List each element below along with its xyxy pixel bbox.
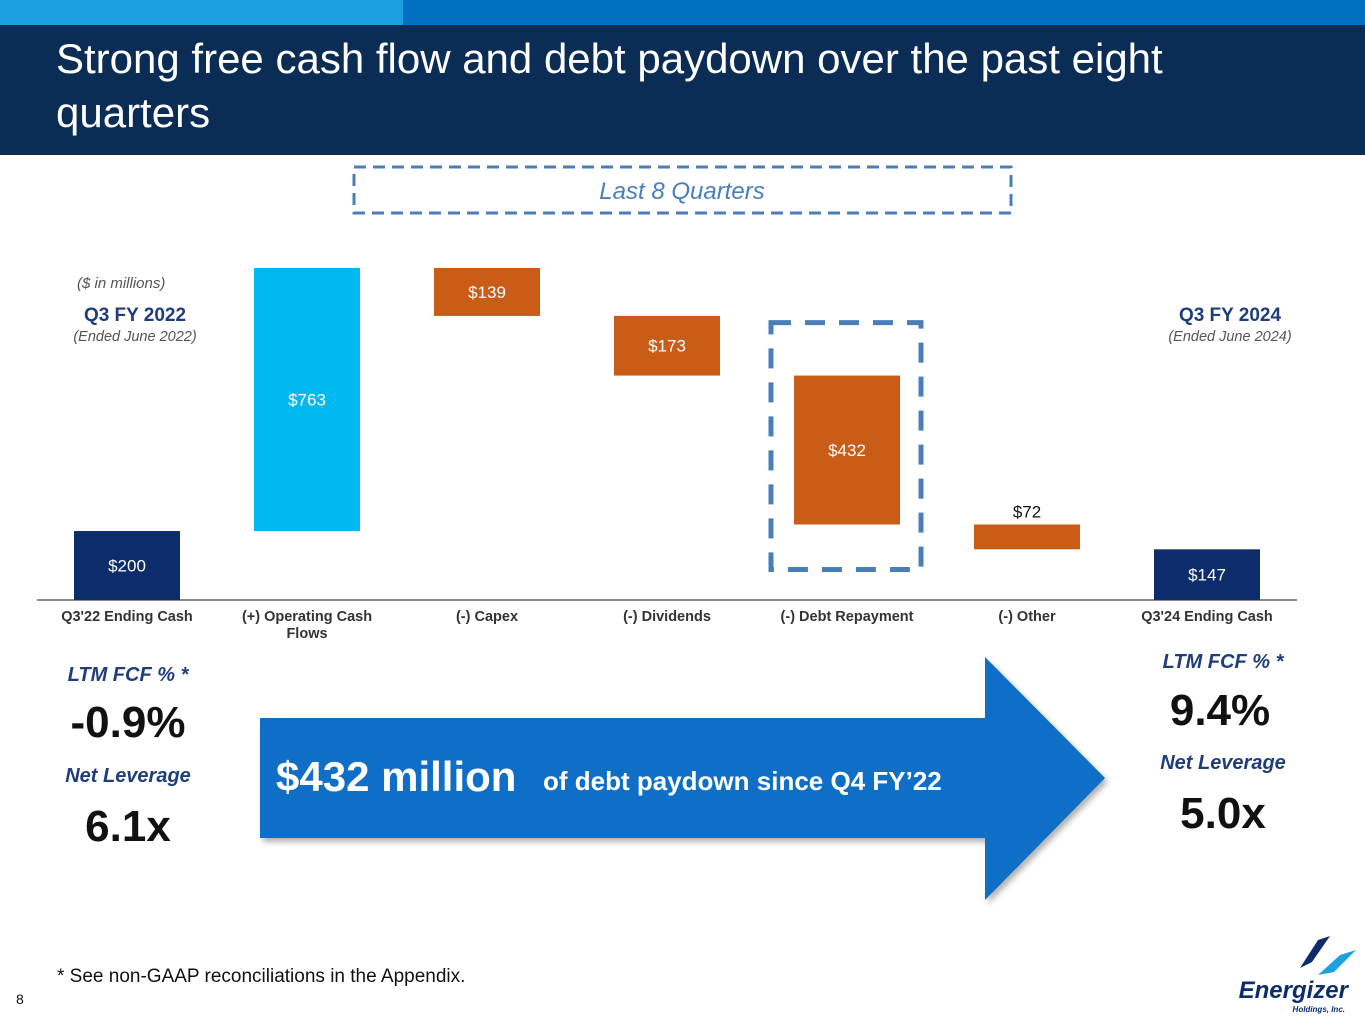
metric-value: 5.0x	[1180, 789, 1266, 838]
metric-value: 9.4%	[1169, 686, 1271, 735]
period-label: Last 8 Quarters	[599, 178, 764, 205]
x-tick-label: (-) Debt Repayment	[780, 609, 914, 625]
metric-label: LTM FCF % *	[67, 664, 189, 686]
value-label: $200	[108, 557, 146, 576]
metric-value: -0.9%	[70, 698, 186, 747]
bar	[614, 315, 720, 376]
stripe	[0, 0, 403, 25]
x-tick-label: (-) Capex	[455, 609, 519, 625]
x-tick-label: Q3'24 Ending Cash	[1141, 609, 1273, 625]
logo-mark	[1300, 936, 1330, 968]
x-tick-label: (-) Dividends	[623, 609, 711, 625]
period-box	[352, 165, 1013, 215]
logo-mark	[1318, 950, 1356, 975]
x-tick-label: (+) Operating Cash Flows	[241, 609, 373, 642]
stripe	[403, 0, 1365, 25]
footnote: * See non-GAAP reconciliations in the Ap…	[57, 966, 466, 987]
header	[0, 25, 1365, 155]
x-tick-label: Q3'22 Ending Cash	[61, 609, 193, 625]
start-title: Q3 FY 2022	[83, 305, 187, 326]
metric-value: 6.1x	[85, 802, 171, 851]
bar	[254, 268, 360, 532]
end-subtitle: (Ended June 2024)	[1168, 329, 1292, 345]
value-label: $763	[288, 391, 326, 410]
metric-label: LTM FCF % *	[1162, 651, 1284, 673]
bar	[794, 375, 900, 525]
x-tick-label: (-) Other	[998, 609, 1056, 625]
value-label: $173	[648, 337, 686, 356]
logo-name: Energizer	[1239, 977, 1350, 1004]
arrow	[260, 657, 1105, 900]
arrow-highlight: $432 million	[276, 753, 516, 800]
units-note: ($ in millions)	[77, 275, 166, 292]
title: Strong free cash flow and debt paydown o…	[56, 35, 1163, 136]
bar	[434, 268, 540, 316]
highlight-box	[768, 320, 924, 572]
bar	[74, 531, 180, 600]
value-label: $147	[1188, 566, 1226, 585]
metric-label: Net Leverage	[65, 765, 191, 787]
start-subtitle: (Ended June 2022)	[73, 329, 197, 345]
value-label: $72	[1013, 502, 1041, 521]
arrow-text: of debt paydown since Q4 FY’22	[543, 766, 942, 796]
metric-label: Net Leverage	[1160, 752, 1286, 774]
end-title: Q3 FY 2024	[1178, 305, 1282, 326]
bar	[1154, 549, 1260, 600]
value-label: $139	[468, 283, 506, 302]
logo-sub: Holdings, Inc.	[1293, 1005, 1345, 1014]
value-label: $432	[828, 441, 866, 460]
page-number: 8	[16, 991, 24, 1007]
bar	[974, 524, 1080, 550]
